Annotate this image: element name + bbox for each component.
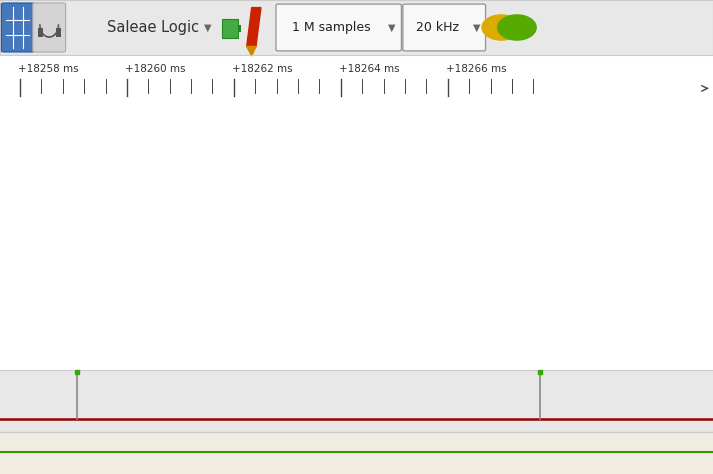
Bar bbox=[0, 55, 713, 100]
Polygon shape bbox=[247, 46, 256, 56]
Text: 20 kHz: 20 kHz bbox=[416, 21, 459, 34]
Bar bbox=[0, 0, 713, 55]
Text: Saleae Logic: Saleae Logic bbox=[107, 20, 200, 35]
FancyBboxPatch shape bbox=[276, 4, 401, 51]
Bar bbox=[238, 25, 241, 32]
FancyBboxPatch shape bbox=[33, 3, 66, 52]
Bar bbox=[0, 432, 713, 474]
Text: +18260 ms: +18260 ms bbox=[125, 64, 185, 73]
FancyBboxPatch shape bbox=[403, 4, 486, 51]
Bar bbox=[0, 100, 713, 370]
FancyBboxPatch shape bbox=[1, 3, 34, 52]
Bar bbox=[38, 27, 43, 37]
Text: +18258 ms: +18258 ms bbox=[18, 64, 78, 73]
Text: 1 M samples: 1 M samples bbox=[292, 21, 371, 34]
Bar bbox=[222, 19, 238, 38]
Text: ▼: ▼ bbox=[473, 22, 480, 33]
Text: +18264 ms: +18264 ms bbox=[339, 64, 399, 73]
Text: +18266 ms: +18266 ms bbox=[446, 64, 506, 73]
Circle shape bbox=[497, 14, 537, 41]
Text: ▼: ▼ bbox=[205, 22, 212, 33]
Bar bbox=[0, 370, 713, 432]
Text: ▼: ▼ bbox=[389, 22, 396, 33]
Bar bbox=[56, 27, 61, 37]
Text: +18262 ms: +18262 ms bbox=[232, 64, 292, 73]
Circle shape bbox=[481, 14, 521, 41]
Polygon shape bbox=[247, 8, 261, 46]
